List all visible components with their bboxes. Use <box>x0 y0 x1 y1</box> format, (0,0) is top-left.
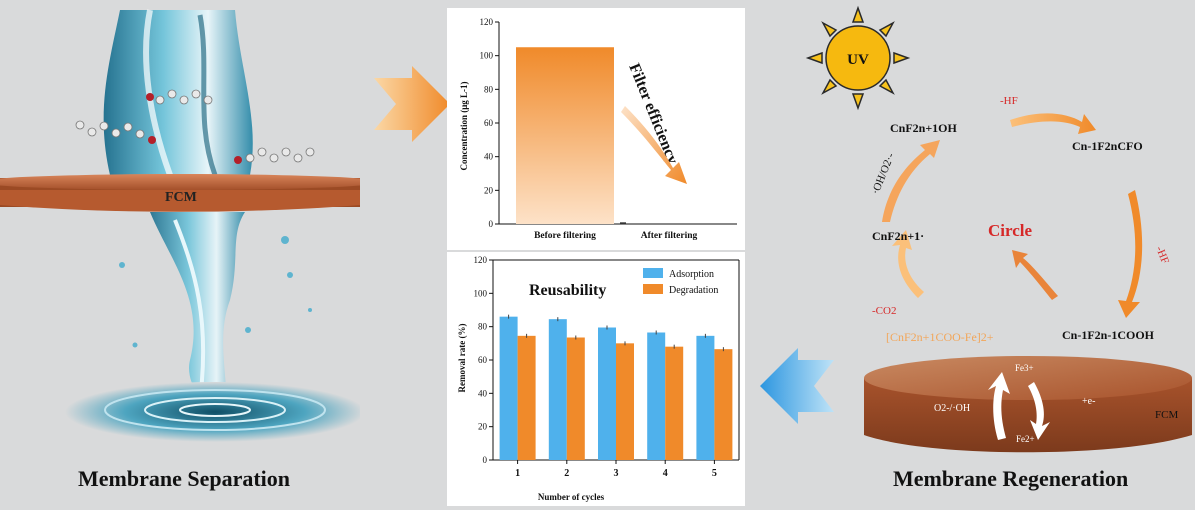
membrane-label: FCM <box>165 190 197 205</box>
adsorption-bar <box>647 332 666 460</box>
cycle-arrow-left <box>892 230 924 298</box>
chart2-ytick-label: 60 <box>478 355 488 365</box>
chart2-xtick-label: 4 <box>663 468 668 479</box>
chart2-xlabel: Number of cycles <box>538 492 605 502</box>
step-minus-hf-top: -HF <box>1000 95 1018 107</box>
water-pool <box>65 382 360 442</box>
upper-water-stream <box>103 10 253 175</box>
chart1-ytick-label: 100 <box>480 51 494 61</box>
chart1-bar <box>516 47 614 224</box>
species-bottom-left: [CnF2n+1COO-Fe]2+ <box>886 330 994 344</box>
membrane-separation-caption: Membrane Separation <box>78 466 291 491</box>
chart1-ytick-label: 20 <box>484 185 494 195</box>
legend-label: Degradation <box>669 285 718 296</box>
chart1-ytick-label: 40 <box>484 152 494 162</box>
adsorption-bar <box>598 327 616 460</box>
chart1-annotation: Filter efficiency <box>625 61 681 166</box>
water-droplets <box>119 236 312 348</box>
orange-flow-arrow <box>374 66 450 142</box>
disk-label: FCM <box>1155 409 1178 421</box>
chart2-xtick-label: 5 <box>712 468 717 479</box>
degradation-bar <box>665 346 684 460</box>
disk-fe3: Fe3+ <box>1015 363 1034 373</box>
pfas-molecules <box>75 89 315 163</box>
chart1-ylabel: Concentration (μg L-1) <box>459 81 469 170</box>
chart2-xtick-label: 2 <box>564 468 569 479</box>
redox-up-arrow <box>988 372 1010 440</box>
chart2-xtick-label: 3 <box>614 468 619 479</box>
chart2-ytick-label: 0 <box>483 455 488 465</box>
reusability-chart: Removal rate (%) Number of cycles Reusab… <box>457 255 740 502</box>
chart2-ytick-label: 120 <box>474 255 488 265</box>
chart1-ytick-label: 60 <box>484 118 494 128</box>
chart1-ytick-label: 120 <box>480 17 494 27</box>
reusability-chart-panel: Removal rate (%) Number of cycles Reusab… <box>447 252 745 506</box>
adsorption-bar <box>696 335 715 460</box>
legend-swatch <box>643 268 663 278</box>
cycle-arrow-inner <box>1012 250 1058 300</box>
species-right-bottom: Cn-1F2n-1COOH <box>1062 328 1155 342</box>
sun-icon: UV <box>805 5 911 111</box>
chart1-ytick-label: 0 <box>489 219 494 229</box>
disk-electron: +e- <box>1082 396 1095 407</box>
cycle-center-label: Circle <box>988 221 1033 240</box>
chart2-xtick-label: 1 <box>515 468 520 479</box>
redox-down-arrow <box>1028 382 1050 440</box>
species-right-top: Cn-1F2nCFO <box>1072 139 1143 153</box>
disk-radicals: O2-/·OH <box>934 403 970 414</box>
chart2-ytick-label: 20 <box>478 422 488 432</box>
membrane-regeneration-caption: Membrane Regeneration <box>893 466 1129 491</box>
adsorption-bar <box>548 319 567 460</box>
membrane-separation-illustration: FCM <box>0 9 360 442</box>
step-minus-co2: -CO2 <box>872 305 896 317</box>
cycle-arrow-top <box>1010 113 1096 134</box>
blue-flow-arrow <box>760 348 834 424</box>
filter-chart-panel: Concentration (μg L-1) Filter efficiency… <box>447 8 745 250</box>
filter-chart: Concentration (μg L-1) Filter efficiency… <box>459 17 737 241</box>
filter-efficiency-arrow <box>621 106 687 184</box>
fcm-disk: FCM Fe3+ Fe2+ +e- O2-/·OH <box>864 356 1192 453</box>
legend-label: Adsorption <box>669 269 714 280</box>
chart2-ylabel: Removal rate (%) <box>457 324 467 393</box>
chart1-category-label: After filtering <box>641 231 698 241</box>
adsorption-bar <box>499 316 518 460</box>
legend-swatch <box>643 284 663 294</box>
lower-water-stream <box>150 212 245 410</box>
chart2-title: Reusability <box>529 282 606 299</box>
degradation-bar <box>517 335 536 460</box>
step-minus-hf-right: -HF <box>1153 245 1171 266</box>
chart2-ytick-label: 100 <box>474 288 488 298</box>
disk-fe2: Fe2+ <box>1016 434 1035 444</box>
chart2-ytick-label: 80 <box>478 322 488 332</box>
chart1-category-label: Before filtering <box>534 231 596 241</box>
chart1-ytick-label: 80 <box>484 84 494 94</box>
chart2-ytick-label: 40 <box>478 388 488 398</box>
membrane-regeneration-illustration: UV CnF2n+1OH Cn-1F2nCFO Cn-1F2n-1COOH [C… <box>805 5 1192 453</box>
species-top: CnF2n+1OH <box>890 121 958 135</box>
species-left: CnF2n+1· <box>872 229 924 243</box>
degradation-bar <box>616 343 634 460</box>
chart1-bar <box>620 222 626 224</box>
uv-label: UV <box>847 52 869 68</box>
degradation-bar <box>714 349 733 460</box>
cycle-arrow-upper-left <box>882 140 940 222</box>
cycle-arrow-right <box>1118 190 1143 318</box>
degradation-bar <box>566 337 585 460</box>
